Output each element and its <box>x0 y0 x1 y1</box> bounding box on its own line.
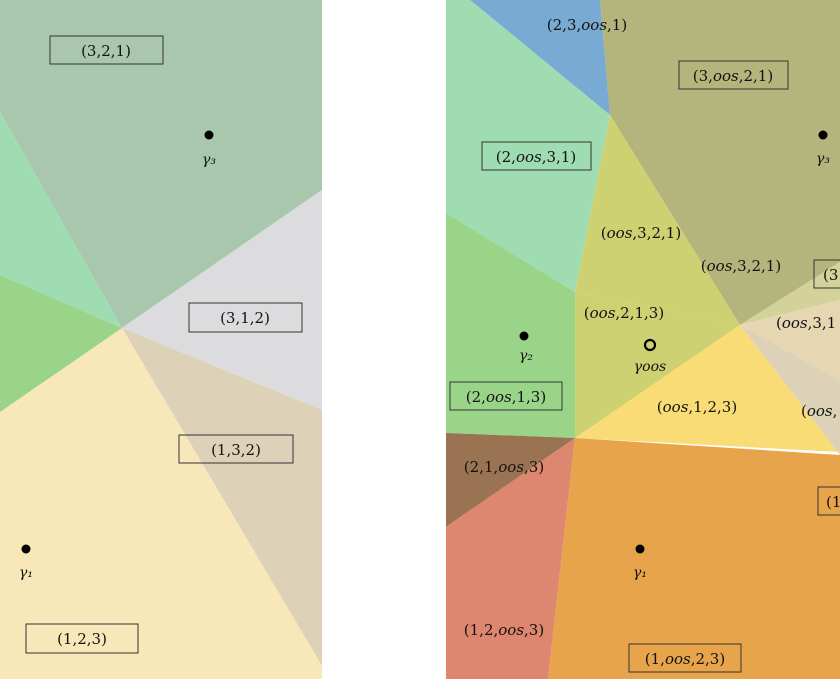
label-box-3-cut: (3 <box>813 259 840 289</box>
label-box-3-2-1: (3,2,1) <box>49 35 164 65</box>
right-region-oos-3-2-1-left <box>575 115 740 325</box>
label-oos-3-1-cut: (oos,3,1 <box>776 314 836 332</box>
right-region-oos-3-1 <box>740 300 840 380</box>
label-box-1-3-2: (1,3,2) <box>178 434 294 464</box>
label-1-3-2: (1,3,2) <box>211 441 261 459</box>
point-label-gamma3-right: γ₃ <box>816 151 830 167</box>
label-3-cut: (3 <box>823 266 838 284</box>
label-1-2-3: (1,2,3) <box>57 630 107 648</box>
point-gamma3-right <box>818 130 828 140</box>
right-region-1-oos-2-3 <box>548 438 840 679</box>
left-region-green-light <box>0 112 122 328</box>
point-label-gamma1: γ₁ <box>19 565 33 581</box>
point-label-gamma-oos: γoos <box>634 359 666 375</box>
point-gamma1 <box>21 544 31 554</box>
label-2-1-oos-3: (2,1,oos,3) <box>464 458 544 476</box>
label-oos-cut: (oos, <box>801 402 837 420</box>
left-panel: (3,2,1) (3,1,2) (1,3,2) (1,2,3) γ₃ γ₁ <box>0 0 322 679</box>
label-box-2-oos-1-3: (2,oos,1,3) <box>449 381 563 411</box>
point-gamma1-right <box>635 544 645 554</box>
label-3-2-1: (3,2,1) <box>81 42 131 60</box>
right-region-oos-2-1-3 <box>575 292 740 438</box>
left-region-3-2-1 <box>0 0 322 328</box>
label-3-1-2: (3,1,2) <box>220 309 270 327</box>
label-oos-3-2-1-b: (oos,3,2,1) <box>701 257 781 275</box>
label-1-oos-2-3: (1,oos,2,3) <box>645 650 725 668</box>
point-gamma-oos <box>643 338 657 352</box>
right-region-2-oos-3-1 <box>446 0 610 292</box>
point-gamma3 <box>204 130 214 140</box>
right-region-3-oos-2-1 <box>600 0 840 325</box>
point-label-gamma3: γ₃ <box>202 152 216 168</box>
label-oos-3-2-1-a: (oos,3,2,1) <box>601 224 681 242</box>
label-box-3-1-2: (3,1,2) <box>188 302 303 333</box>
right-region-oos-1-2-3 <box>575 325 840 455</box>
left-region-green <box>0 275 122 412</box>
right-region-1-2-oos-3 <box>446 438 575 679</box>
label-3-oos-2-1: (3,oos,2,1) <box>693 67 773 85</box>
label-box-1-2-3: (1,2,3) <box>25 623 139 654</box>
label-oos-1-2-3: (oos,1,2,3) <box>657 398 737 416</box>
right-region-2-1-oos-3 <box>446 433 575 527</box>
label-1-cut: (1 <box>826 493 840 511</box>
label-box-3-oos-2-1: (3,oos,2,1) <box>678 60 789 90</box>
point-label-gamma1-right: γ₁ <box>633 565 647 581</box>
label-2-oos-1-3: (2,oos,1,3) <box>466 388 546 406</box>
point-label-gamma2: γ₂ <box>519 348 533 364</box>
label-oos-2-1-3: (oos,2,1,3) <box>584 304 664 322</box>
label-1-2-oos-3: (1,2,oos,3) <box>464 621 544 639</box>
right-region-oos-3-2-1-right <box>740 262 840 325</box>
label-box-1-cut: (1 <box>817 486 840 516</box>
label-box-2-oos-3-1: (2,oos,3,1) <box>481 141 592 171</box>
right-panel: (2,3,oos,1) (3,oos,2,1) (2,oos,3,1) (oos… <box>446 0 840 679</box>
label-2-3-oos-1: (2,3,oos,1) <box>547 16 627 34</box>
label-2-oos-3-1: (2,oos,3,1) <box>496 148 576 166</box>
left-region-1-2-3 <box>0 328 322 679</box>
left-region-3-1-2 <box>122 190 322 410</box>
point-gamma2 <box>519 331 529 341</box>
label-box-1-oos-2-3: (1,oos,2,3) <box>628 643 742 673</box>
